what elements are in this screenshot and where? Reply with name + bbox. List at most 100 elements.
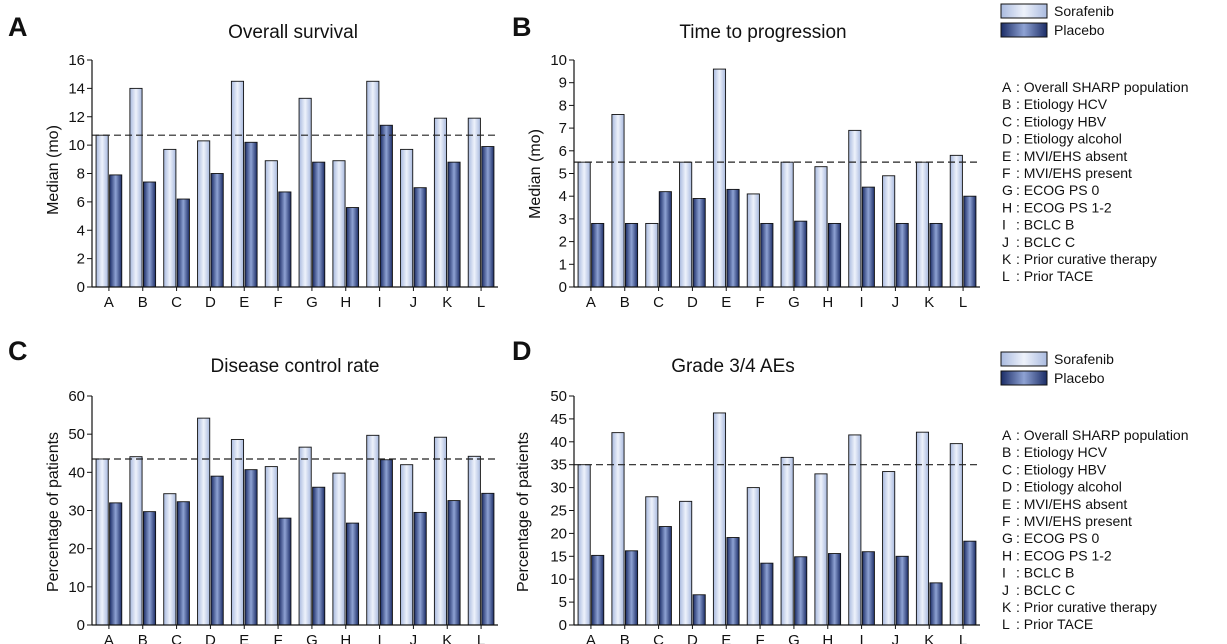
plot-disease-control-rate: A B C D E F G H I J K L 0 10 20 30 40 50 60 (68, 388, 498, 644)
key-letter-h: H (1002, 199, 1012, 215)
bar-placebo-g (794, 220, 808, 288)
bar-placebo-i (379, 124, 393, 288)
x-tick-label-i: I (377, 632, 381, 644)
bar-sorafenib-b (129, 87, 143, 288)
bar-placebo-h (345, 207, 360, 288)
x-tick-label-k: K (924, 294, 934, 311)
bar-placebo-d (210, 475, 224, 626)
bar-sorafenib-a (95, 134, 109, 288)
bar-sorafenib-a (577, 161, 591, 288)
y-tick-label: 2 (559, 234, 567, 251)
y-tick-label: 40 (68, 464, 85, 481)
bar-sorafenib-l (949, 154, 963, 288)
key-text-j: : BCLC C (1016, 582, 1075, 598)
bar-placebo-l (963, 540, 977, 626)
key-text-k: : Prior curative therapy (1016, 251, 1157, 267)
y-tick-label: 12 (68, 109, 85, 126)
key-letter-g: G (1002, 530, 1013, 546)
x-tick-label-c: C (171, 294, 182, 311)
category-key-top: A: Overall SHARP population B: Etiology H… (1002, 79, 1189, 284)
bar-sorafenib-b (611, 114, 625, 288)
key-letter-j: J (1002, 582, 1009, 598)
bar-placebo-f (278, 517, 292, 626)
x-tick-label-d: D (687, 632, 698, 644)
bar-placebo-a (591, 554, 605, 626)
y-tick-label: 8 (559, 97, 567, 114)
key-text-i: : BCLC B (1016, 217, 1074, 233)
legend-swatch-sorafenib (1000, 3, 1048, 19)
bar-sorafenib-i (848, 129, 862, 288)
x-tick-label-d: D (205, 294, 216, 311)
legend-label-placebo: Placebo (1054, 370, 1105, 386)
legend-top: Sorafenib Placebo A: Overall SHARP popul… (1000, 3, 1189, 284)
key-letter-f: F (1002, 165, 1011, 181)
y-tick-label: 50 (68, 426, 85, 443)
bar-sorafenib-j (400, 148, 414, 288)
x-tick-label-b: B (138, 294, 148, 311)
key-letter-l: L (1002, 616, 1010, 632)
plot-overall-survival: A B C D E F G H I J K L 0 2 4 6 8 10 12 14 16 (68, 52, 498, 311)
chart-title-a: Overall survival (228, 22, 358, 43)
bar-sorafenib-h (332, 472, 346, 626)
bar-placebo-c (176, 198, 190, 288)
y-axis-label-d: Percentage of patients (515, 432, 532, 592)
x-tick-label-a: A (586, 294, 596, 311)
bar-sorafenib-i (366, 80, 380, 288)
bar-placebo-h (827, 222, 842, 288)
key-letter-b: B (1002, 96, 1011, 112)
key-text-h: : ECOG PS 1-2 (1016, 199, 1112, 215)
y-tick-label: 7 (559, 120, 567, 137)
x-tick-label-l: L (477, 294, 485, 311)
key-letter-l: L (1002, 268, 1010, 284)
key-letter-b: B (1002, 444, 1011, 460)
y-tick-label: 6 (559, 143, 567, 160)
bar-sorafenib-c (163, 493, 177, 626)
panel-letter-d: D (512, 336, 532, 366)
bar-placebo-i (379, 459, 393, 626)
x-tick-label-k: K (442, 632, 452, 644)
bar-placebo-e (726, 188, 740, 288)
bar-placebo-k (447, 161, 461, 288)
bar-sorafenib-e (712, 412, 727, 626)
bar-sorafenib-k (433, 117, 448, 288)
x-tick-label-i: I (859, 632, 863, 644)
bar-placebo-c (658, 526, 672, 626)
bar-placebo-d (692, 594, 706, 626)
bar-sorafenib-e (712, 68, 727, 288)
bar-placebo-l (963, 195, 977, 288)
key-text-l: : Prior TACE (1016, 616, 1093, 632)
y-tick-label: 10 (550, 571, 567, 588)
y-tick-label: 3 (559, 211, 567, 228)
key-text-a: : Overall SHARP population (1016, 427, 1189, 443)
x-tick-label-h: H (822, 632, 833, 644)
bar-sorafenib-c (645, 222, 659, 288)
bar-sorafenib-d (679, 500, 693, 626)
x-tick-label-b: B (620, 294, 630, 311)
y-tick-label: 0 (77, 617, 85, 634)
bar-placebo-l (481, 492, 495, 626)
category-key-bottom: A: Overall SHARP population B: Etiology H… (1002, 427, 1189, 632)
y-axis-label-c: Percentage of patients (45, 432, 62, 592)
key-letter-d: D (1002, 131, 1012, 147)
key-letter-f: F (1002, 513, 1011, 529)
key-text-k: : Prior curative therapy (1016, 599, 1157, 615)
key-letter-k: K (1002, 599, 1012, 615)
bar-placebo-f (760, 222, 774, 288)
chart-title-b: Time to progression (679, 22, 846, 43)
bar-sorafenib-e (230, 439, 245, 626)
bar-sorafenib-d (197, 417, 211, 626)
key-letter-i: I (1002, 565, 1006, 581)
x-tick-label-h: H (340, 632, 351, 644)
y-tick-label: 6 (77, 194, 85, 211)
x-tick-label-b: B (620, 632, 630, 644)
legend-label-sorafenib: Sorafenib (1054, 3, 1114, 19)
key-letter-k: K (1002, 251, 1012, 267)
key-letter-j: J (1002, 234, 1009, 250)
bar-placebo-g (312, 486, 326, 626)
bar-placebo-f (278, 191, 292, 288)
key-text-d: : Etiology alcohol (1016, 479, 1122, 495)
x-tick-label-b: B (138, 632, 148, 644)
y-tick-label: 0 (559, 279, 567, 296)
x-tick-label-e: E (239, 294, 249, 311)
